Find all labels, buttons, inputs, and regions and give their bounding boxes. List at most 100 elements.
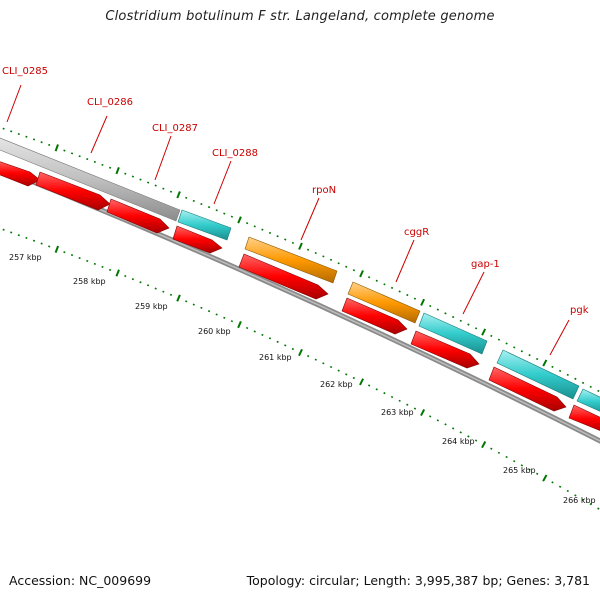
backbone-highlight: [0, 167, 600, 442]
inner-tick: [497, 451, 501, 454]
inner-tick: [459, 431, 462, 434]
inner-tick: [322, 362, 325, 365]
inner-tick: [505, 455, 508, 459]
inner-tick: [398, 399, 401, 402]
inner-tick: [124, 274, 127, 278]
gene-label-pgk: pgk: [570, 305, 589, 316]
inner-tick: [542, 474, 548, 482]
inner-tick: [108, 268, 112, 272]
outer-tick: [528, 354, 531, 357]
outer-tick: [551, 365, 554, 369]
feature-cyan-gap1: [418, 312, 488, 355]
gene-label-rpon: rpoN: [312, 185, 336, 196]
inner-tick: [513, 460, 516, 463]
inner-tick: [383, 392, 386, 395]
cds-arrow-cli0286: [35, 171, 111, 211]
outer-tick: [223, 212, 226, 215]
cds-arrow-cggr: [341, 297, 408, 335]
inner-tick: [268, 337, 272, 340]
outer-tick: [505, 342, 508, 345]
callout-line-cli0287: [154, 135, 172, 181]
callout-line-cli0288: [213, 160, 232, 205]
inner-tick: [359, 378, 364, 386]
kbp-label-257: 257 kbp: [9, 253, 42, 262]
inner-tick: [420, 408, 426, 417]
inner-tick: [32, 239, 36, 242]
inner-tick: [276, 340, 279, 343]
outer-tick: [574, 377, 577, 381]
outer-tick: [497, 338, 501, 341]
outer-tick: [162, 187, 165, 190]
outer-tick: [581, 381, 585, 384]
inner-tick: [169, 293, 173, 296]
inner-tick: [528, 468, 531, 471]
gene-label-cli0288: CLI_0288: [212, 148, 258, 159]
outer-tick: [154, 184, 157, 187]
cds-arrow-cli0285: [0, 161, 41, 187]
inner-tick: [162, 290, 165, 293]
gene-callouts: [6, 84, 570, 356]
feature-cyan-edge: [576, 388, 600, 412]
outer-tick: [215, 209, 218, 212]
outer-tick: [429, 304, 432, 308]
inner-tick: [176, 294, 181, 302]
inner-tick: [146, 284, 150, 287]
inner-tick: [329, 365, 333, 369]
outer-tick: [48, 143, 51, 147]
feature-track: [0, 137, 600, 431]
genome-summary-text: Topology: circular; Length: 3,995,387 bp…: [246, 573, 590, 588]
feature-gray-cli0286: [0, 137, 181, 222]
gene-label-cli0286: CLI_0286: [87, 97, 133, 108]
kbp-label-260: 260 kbp: [198, 327, 231, 336]
inner-tick: [574, 494, 577, 497]
outer-tick: [108, 166, 112, 169]
outer-tick: [337, 262, 340, 265]
outer-tick: [406, 293, 409, 297]
inner-tick: [70, 253, 74, 257]
inner-tick-ring: [2, 228, 600, 510]
inner-tick: [589, 503, 592, 506]
cds-arrow-rpon: [238, 253, 329, 300]
kbp-label-261: 261 kbp: [259, 353, 292, 362]
outer-tick: [101, 163, 104, 166]
outer-tick: [359, 270, 364, 278]
outer-tick: [436, 308, 440, 311]
outer-tick: [444, 312, 447, 315]
inner-tick: [520, 464, 524, 467]
outer-tick: [352, 269, 356, 272]
outer-tick: [139, 178, 142, 181]
gene-label-cggr: cggR: [404, 227, 429, 238]
inner-tick: [429, 415, 432, 418]
gene-label-gap1: gap-1: [471, 259, 500, 270]
outer-tick: [245, 222, 249, 225]
inner-tick: [78, 256, 81, 260]
inner-tick: [223, 316, 226, 319]
outer-tick: [467, 323, 470, 326]
outer-tick: [146, 181, 150, 184]
kbp-label-263: 263 kbp: [381, 408, 414, 417]
callout-line-cli0286: [90, 115, 108, 154]
outer-tick: [558, 369, 562, 373]
outer-tick: [86, 158, 89, 161]
outer-tick: [78, 155, 81, 158]
outer-tick: [176, 191, 181, 199]
outer-tick: [520, 350, 524, 353]
outer-tick: [268, 231, 272, 235]
kbp-label-265: 265 kbp: [503, 466, 536, 475]
feature-orange-rpon: [244, 236, 338, 284]
outer-tick: [481, 328, 487, 336]
feature-cyan-pgk: [496, 349, 580, 400]
kbp-label-266: 266 kbp: [563, 496, 596, 505]
inner-tick: [490, 447, 493, 450]
inner-tick: [352, 376, 356, 380]
feature-cyan-cli0288: [177, 209, 232, 241]
inner-tick: [306, 354, 310, 358]
inner-tick: [337, 369, 340, 372]
outer-tick: [230, 215, 234, 218]
inner-tick: [451, 427, 455, 430]
inner-tick: [551, 481, 554, 484]
callout-line-cli0285: [6, 84, 22, 123]
inner-tick: [48, 245, 51, 248]
outer-tick: [131, 175, 135, 178]
